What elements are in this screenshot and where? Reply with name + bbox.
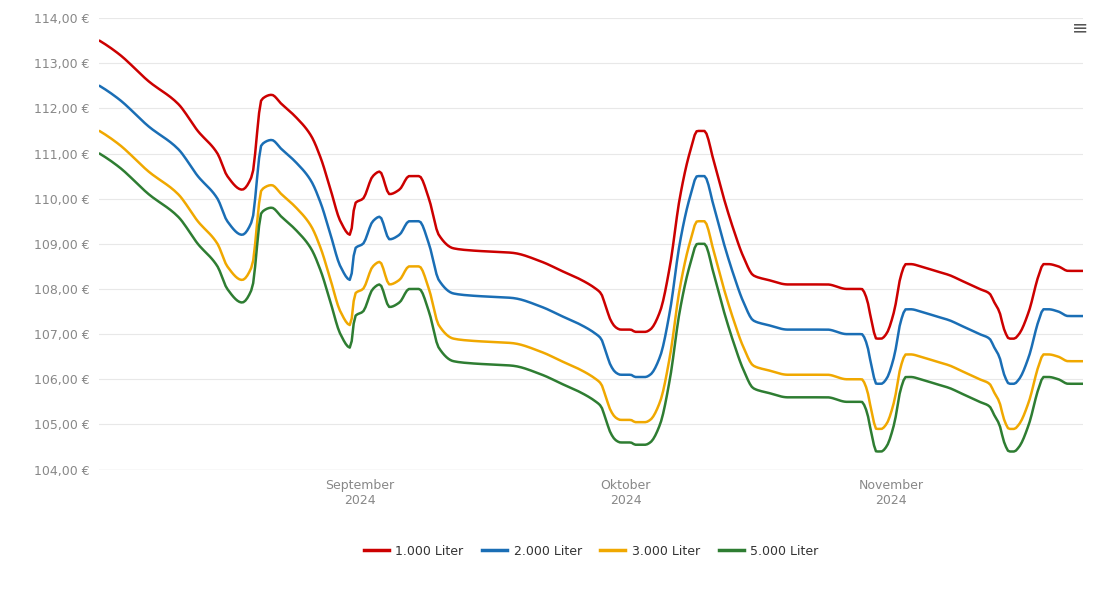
Text: ≡: ≡ <box>1072 18 1088 37</box>
Legend: 1.000 Liter, 2.000 Liter, 3.000 Liter, 5.000 Liter: 1.000 Liter, 2.000 Liter, 3.000 Liter, 5… <box>359 539 823 563</box>
